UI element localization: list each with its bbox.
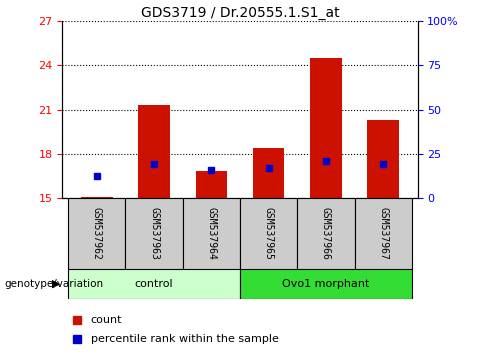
- Title: GDS3719 / Dr.20555.1.S1_at: GDS3719 / Dr.20555.1.S1_at: [141, 6, 339, 20]
- Bar: [183, 198, 240, 269]
- Bar: [368, 120, 399, 198]
- Bar: [81, 197, 112, 198]
- Bar: [297, 198, 355, 269]
- Bar: [68, 198, 125, 269]
- Text: GSM537964: GSM537964: [206, 207, 216, 260]
- Bar: [240, 198, 297, 269]
- Bar: [125, 198, 183, 269]
- Text: percentile rank within the sample: percentile rank within the sample: [91, 333, 279, 344]
- Bar: [240, 269, 412, 299]
- Text: GSM537963: GSM537963: [149, 207, 159, 260]
- Text: count: count: [91, 315, 122, 325]
- Bar: [253, 148, 284, 198]
- Bar: [138, 105, 170, 198]
- Text: GSM537967: GSM537967: [378, 207, 388, 260]
- Text: genotype/variation: genotype/variation: [5, 279, 104, 289]
- Text: GSM537965: GSM537965: [264, 207, 274, 260]
- Bar: [196, 171, 227, 198]
- Text: control: control: [135, 279, 173, 289]
- Text: GSM537966: GSM537966: [321, 207, 331, 260]
- Bar: [310, 58, 342, 198]
- Text: Ovo1 morphant: Ovo1 morphant: [282, 279, 370, 289]
- Text: ▶: ▶: [51, 279, 60, 289]
- Text: GSM537962: GSM537962: [92, 207, 102, 260]
- Bar: [68, 269, 240, 299]
- Bar: [355, 198, 412, 269]
